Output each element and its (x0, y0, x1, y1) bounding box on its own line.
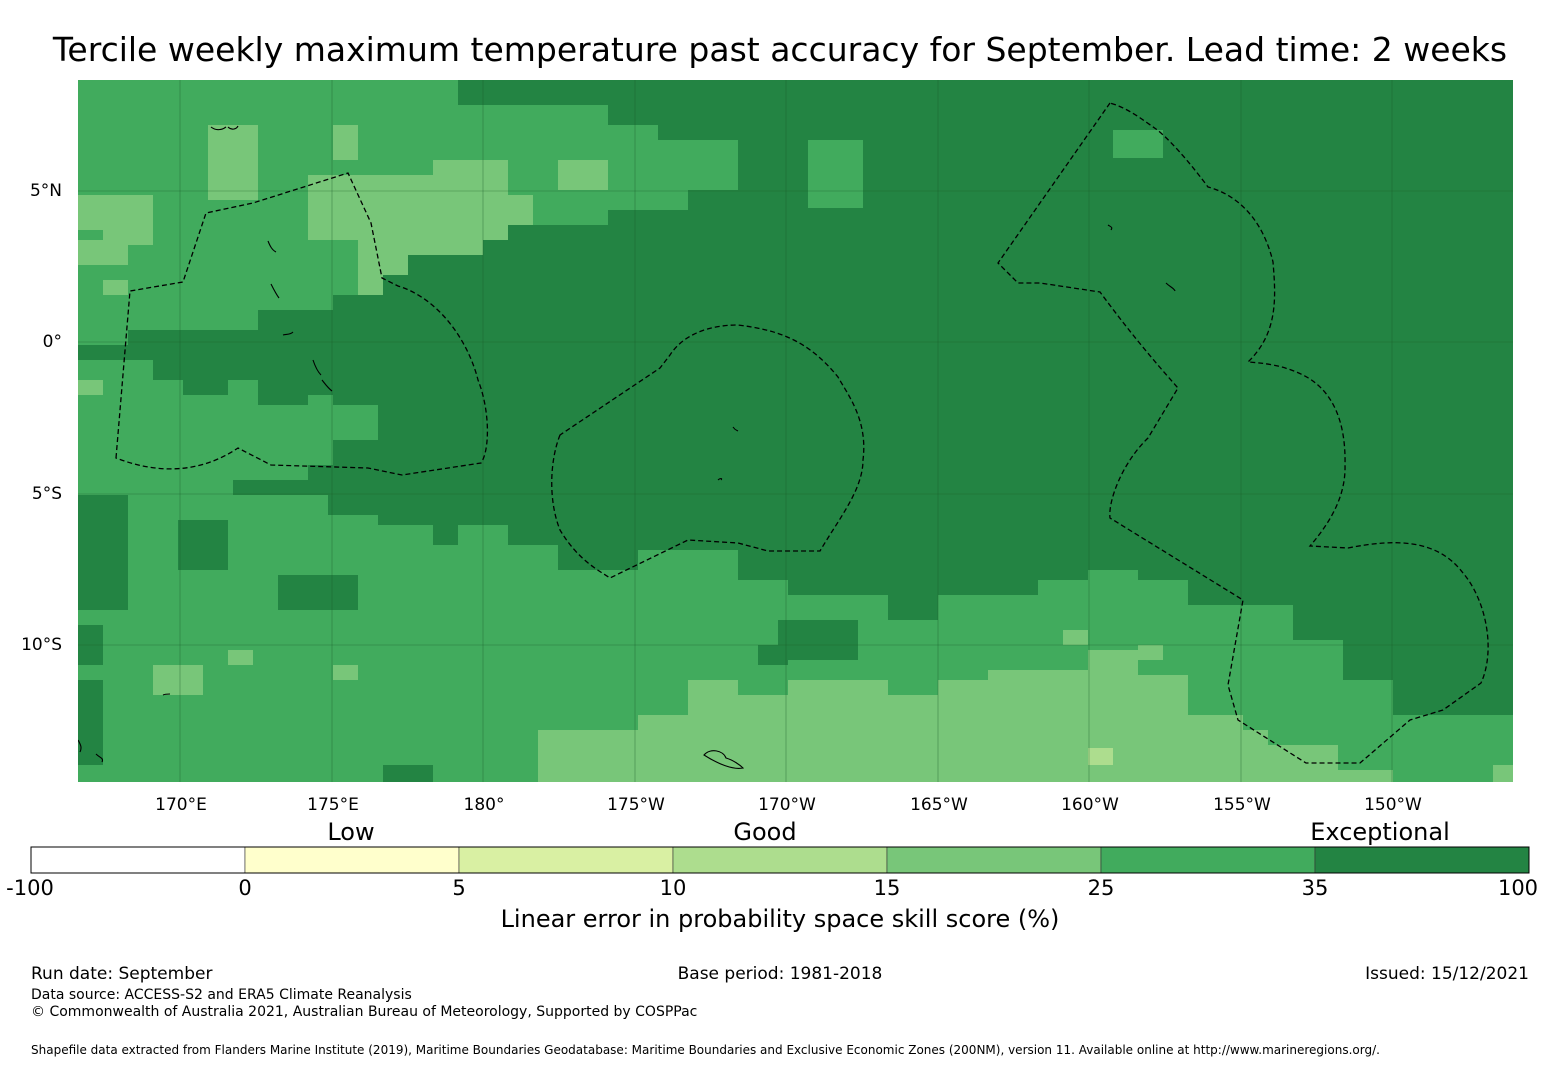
skill-map (78, 80, 1513, 782)
colorbar-tick: 5 (452, 876, 466, 900)
eez-boundaries (115, 102, 1489, 764)
eez-boundary (997, 102, 1489, 764)
island-outline (162, 693, 171, 696)
island-outline (95, 753, 104, 763)
island-outline (282, 331, 294, 336)
skill-region-15-25 (688, 680, 713, 695)
copyright: © Commonwealth of Australia 2021, Austra… (31, 1004, 698, 1020)
map-gridlines (78, 80, 1513, 782)
colorbar-tick: 25 (1087, 876, 1115, 900)
colorbar-segment (458, 846, 674, 874)
island-outline (312, 359, 322, 376)
skill-region-35-100 (383, 765, 433, 782)
colorbar-tick: 35 (1301, 876, 1329, 900)
colorbar-tick: -100 (6, 876, 54, 900)
eez-boundary (115, 172, 489, 476)
lon-label-160w: 160°W (1061, 795, 1119, 815)
map-canvas (78, 80, 1513, 782)
data-source: Data source: ACCESS-S2 and ERA5 Climate … (31, 987, 412, 1003)
lat-label-10s: 10°S (21, 635, 62, 655)
colorbar-tick: 0 (238, 876, 252, 900)
skill-region-35-100 (778, 620, 858, 660)
colorbar-category-exceptional: Exceptional (1310, 818, 1450, 846)
map-title: Tercile weekly maximum temperature past … (52, 30, 1508, 69)
island-outline (1107, 224, 1113, 231)
skill-region-15-25 (153, 665, 203, 695)
island-outline (210, 126, 227, 131)
lon-label-170e: 170°E (155, 795, 207, 815)
skill-region-25-35 (1113, 130, 1163, 158)
skill-region-15-25 (1138, 645, 1163, 660)
lon-label-150w: 150°W (1364, 795, 1422, 815)
skill-region-15-25 (333, 125, 358, 160)
lon-label-165w: 165°W (910, 795, 968, 815)
skill-region-35-100 (758, 645, 788, 665)
island-outline (717, 477, 723, 481)
skill-region-15-25 (103, 280, 128, 295)
skill-region-15-25 (228, 650, 253, 665)
lon-label-175e: 175°E (307, 795, 359, 815)
lat-label-0: 0° (42, 332, 62, 352)
colorbar (30, 846, 1530, 874)
colorbar-label: Linear error in probability space skill … (500, 905, 1060, 933)
island-outline (267, 240, 277, 253)
run-date: Run date: September (31, 964, 213, 984)
shapefile-credit: Shapefile data extracted from Flanders M… (31, 1043, 1380, 1057)
skill-region-10-15 (1088, 748, 1113, 765)
colorbar-segment (244, 846, 460, 874)
skill-region-15-25 (538, 650, 1393, 782)
colorbar-tick: 100 (1497, 876, 1539, 900)
skill-region-15-25 (333, 665, 358, 680)
island-outline (78, 739, 82, 753)
skill-region-35-100 (178, 520, 228, 570)
skill-region-15-25 (78, 380, 103, 395)
island-outline (703, 750, 745, 769)
skill-region-25-35 (78, 360, 378, 525)
issued-date: Issued: 15/12/2021 (1365, 964, 1529, 984)
island-coastlines (78, 125, 1176, 769)
island-outline (270, 283, 280, 299)
skill-region-15-25 (1493, 765, 1513, 782)
skill-region-15-25 (208, 125, 258, 200)
island-outline (227, 125, 239, 130)
lon-label-170w: 170°W (758, 795, 816, 815)
lon-label-175w: 175°W (607, 795, 665, 815)
skill-region-35-100 (78, 525, 103, 610)
skill-region-15-25 (78, 240, 128, 265)
island-outline (1165, 282, 1176, 292)
colorbar-tick: 10 (659, 876, 687, 900)
colorbar-segment (30, 846, 246, 874)
colorbar-segment (886, 846, 1102, 874)
colorbar-frame (30, 846, 1530, 874)
skill-region-15-25 (78, 195, 153, 230)
skill-10-15-regions (1088, 748, 1113, 765)
skill-region-35-100 (278, 575, 358, 610)
skill-25-35-regions (78, 125, 1513, 782)
skill-region-35-100 (78, 680, 103, 765)
lon-label-155w: 155°W (1213, 795, 1271, 815)
colorbar-segment (1314, 846, 1530, 874)
island-outline (321, 379, 333, 392)
colorbar-tick: 15 (873, 876, 901, 900)
skill-region-15-25 (1063, 630, 1088, 645)
lon-label-180: 180° (463, 795, 505, 815)
base-period: Base period: 1981-2018 (677, 964, 883, 984)
skill-region-15-25 (558, 160, 608, 190)
lat-label-5s: 5°S (31, 484, 62, 504)
eez-boundary (551, 324, 865, 579)
colorbar-segment (672, 846, 888, 874)
skill-region-15-25 (788, 680, 838, 695)
skill-region-15-25 (308, 160, 533, 295)
island-outline (732, 426, 739, 432)
lat-label-5n: 5°N (29, 181, 62, 201)
colorbar-category-low: Low (327, 818, 375, 846)
colorbar-category-good: Good (733, 818, 797, 846)
colorbar-segment (1100, 846, 1316, 874)
skill-region-25-35 (808, 140, 863, 208)
